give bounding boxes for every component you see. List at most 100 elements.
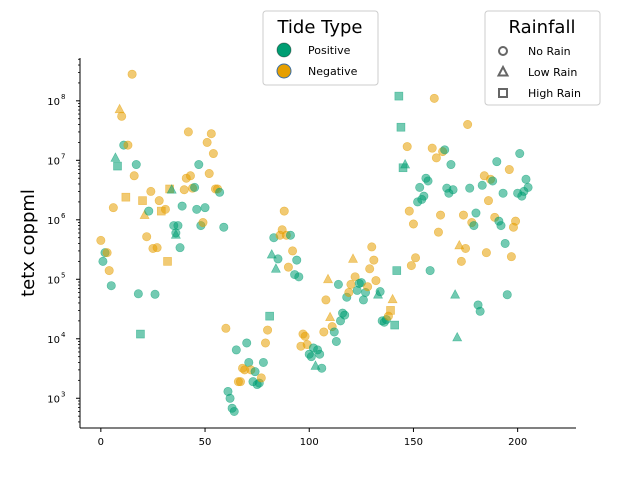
- data-point: [102, 248, 112, 258]
- data-point: [160, 204, 170, 214]
- data-point: [117, 111, 127, 121]
- legend-high-rain-label: High Rain: [528, 87, 581, 100]
- data-point: [279, 206, 289, 216]
- data-point: [204, 169, 214, 179]
- data-point: [198, 218, 208, 228]
- data-point: [288, 246, 298, 256]
- legend-negative-marker: [276, 63, 292, 79]
- data-point: [469, 221, 479, 231]
- data-point: [344, 287, 354, 297]
- data-point: [98, 256, 108, 266]
- data-point: [315, 349, 325, 359]
- data-point: [131, 160, 141, 170]
- data-point: [471, 208, 481, 218]
- y-tick-exponent: 7: [61, 152, 65, 160]
- data-point: [129, 171, 139, 181]
- data-point: [423, 176, 433, 186]
- data-point: [358, 295, 368, 305]
- legend-tide-type: Tide Type Positive Negative: [262, 10, 379, 86]
- data-point: [458, 210, 468, 220]
- data-point: [452, 331, 463, 342]
- data-point: [106, 281, 116, 291]
- data-point: [152, 243, 162, 253]
- data-point: [317, 363, 327, 373]
- legend-low-rain-marker: [496, 64, 510, 77]
- data-point: [502, 290, 512, 300]
- data-point: [419, 191, 429, 201]
- data-point: [461, 243, 471, 253]
- data-point: [500, 238, 510, 248]
- data-point: [369, 255, 379, 265]
- data-point: [283, 262, 293, 272]
- data-point: [138, 196, 147, 205]
- data-point: [392, 266, 402, 275]
- data-point: [242, 338, 252, 348]
- data-point: [321, 295, 331, 305]
- data-point: [244, 357, 254, 367]
- data-point: [429, 93, 439, 103]
- data-point: [386, 306, 395, 315]
- data-point: [475, 306, 485, 316]
- data-point: [144, 206, 154, 216]
- data-point: [192, 204, 202, 214]
- data-point: [142, 232, 152, 242]
- x-tick-label: 50: [199, 437, 212, 448]
- data-point: [154, 196, 164, 206]
- data-point: [521, 174, 531, 184]
- data-point: [221, 323, 231, 333]
- data-point: [488, 176, 498, 186]
- data-point: [123, 140, 133, 150]
- data-point: [433, 227, 443, 237]
- legend-negative-label: Negative: [308, 65, 358, 78]
- legend-no-rain-marker: [498, 46, 508, 56]
- data-point: [190, 182, 200, 192]
- data-point: [121, 192, 131, 202]
- data-point: [340, 310, 350, 320]
- data-point: [270, 263, 281, 273]
- data-point: [446, 160, 456, 170]
- data-point: [179, 185, 189, 195]
- data-point: [325, 311, 336, 322]
- y-tick-label: 10: [47, 394, 60, 405]
- y-tick-label: 10: [47, 216, 60, 227]
- data-point: [425, 266, 435, 276]
- data-point: [173, 221, 183, 231]
- data-point: [506, 252, 516, 262]
- data-point: [273, 254, 283, 264]
- data-point: [292, 255, 302, 265]
- data-point: [170, 229, 181, 239]
- data-point: [108, 203, 118, 213]
- data-point: [215, 187, 225, 197]
- data-point: [127, 69, 137, 79]
- data-point: [136, 329, 145, 339]
- data-point: [371, 276, 381, 286]
- legend-low-rain-label: Low Rain: [528, 66, 577, 79]
- data-point: [225, 393, 235, 403]
- data-point: [394, 91, 404, 101]
- data-point: [329, 327, 339, 337]
- data-point: [477, 180, 487, 190]
- data-point: [375, 287, 385, 297]
- data-point: [367, 242, 377, 252]
- data-point: [396, 122, 406, 132]
- data-point: [146, 186, 156, 196]
- data-point: [350, 272, 360, 282]
- data-point: [285, 230, 295, 240]
- data-point: [163, 257, 172, 266]
- data-point: [258, 357, 268, 367]
- data-point: [402, 142, 412, 152]
- data-point: [456, 256, 466, 266]
- data-point: [194, 160, 204, 170]
- data-point: [408, 219, 418, 229]
- y-tick-label: 10: [47, 156, 60, 167]
- data-point: [427, 143, 437, 153]
- data-point: [229, 406, 239, 416]
- y-tick-label: 10: [47, 335, 60, 346]
- axes: [79, 58, 576, 429]
- data-point: [492, 157, 502, 167]
- data-point: [208, 149, 218, 159]
- data-point: [256, 373, 266, 383]
- data-point: [294, 272, 304, 282]
- data-point: [306, 352, 316, 362]
